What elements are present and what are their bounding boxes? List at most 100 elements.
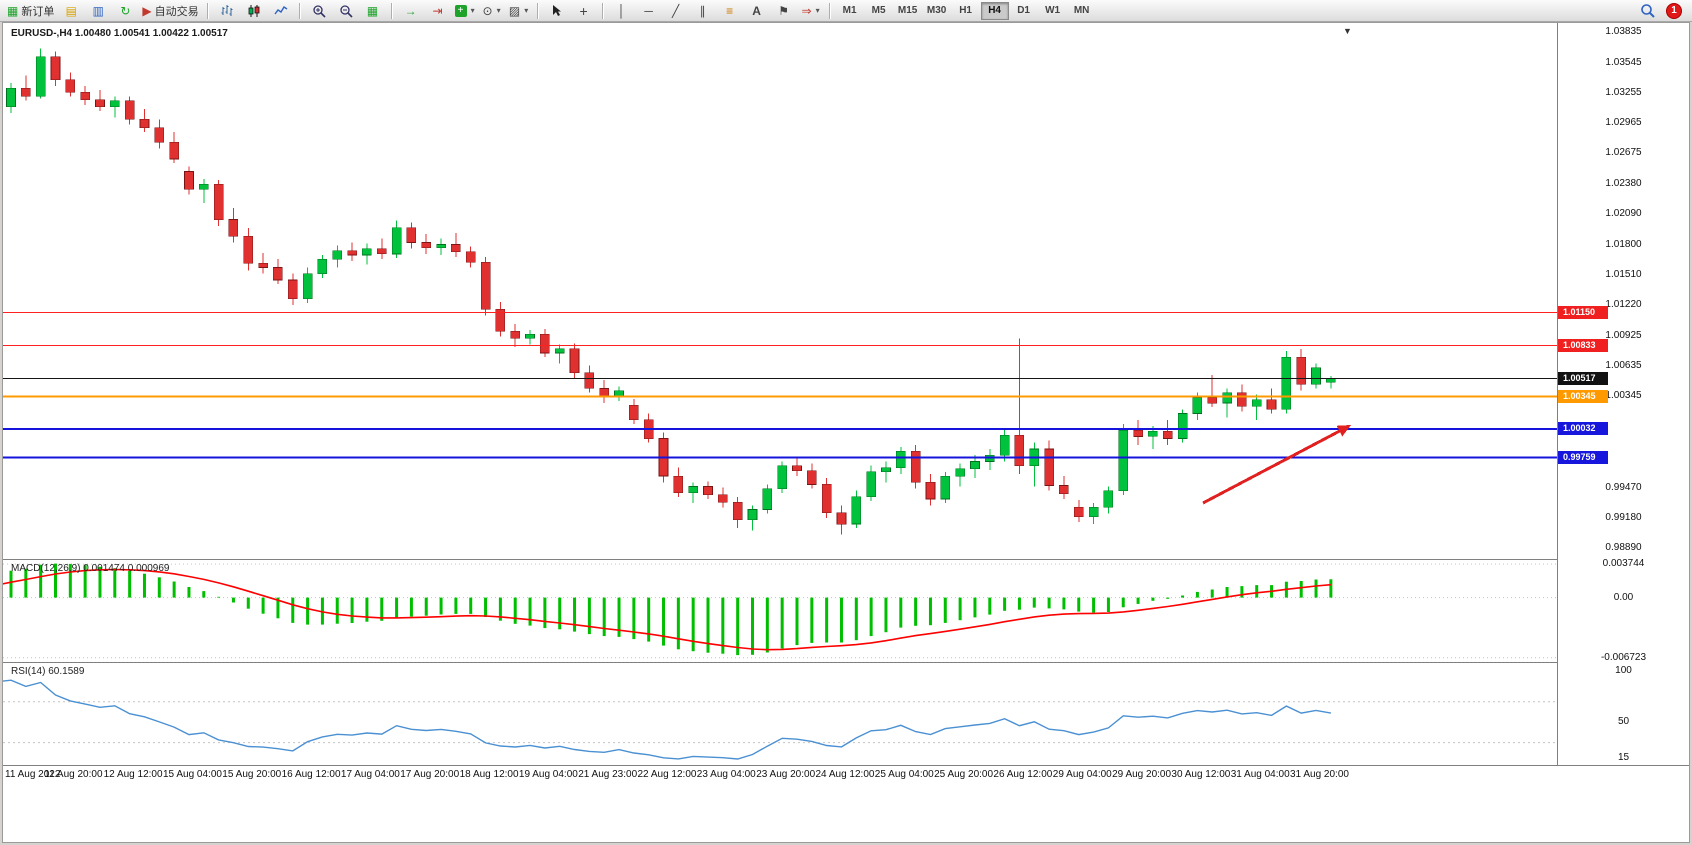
bar-chart-button[interactable] bbox=[214, 1, 240, 21]
candles-layer bbox=[6, 48, 1336, 535]
indicators-button[interactable]: + ▾ bbox=[452, 1, 478, 21]
time-tick: 11 Aug 2022 bbox=[5, 769, 61, 780]
indicators-icon: + bbox=[454, 4, 467, 17]
pane-resize-handle[interactable] bbox=[3, 559, 1689, 560]
trendline-icon: ╱ bbox=[671, 3, 680, 18]
tile-windows-icon: ▦ bbox=[366, 3, 379, 18]
dropdown-arrow-icon: ▾ bbox=[496, 6, 501, 15]
toolbar-separator bbox=[536, 2, 539, 19]
price-tick: 1.02965 bbox=[1605, 117, 1642, 128]
label-button[interactable]: ⚑ bbox=[771, 1, 797, 21]
text-button[interactable]: A bbox=[744, 1, 770, 21]
candlestick-chart-button[interactable] bbox=[241, 1, 267, 21]
new-order-icon: ▦ bbox=[7, 3, 19, 18]
templates-icon: ▨ bbox=[508, 3, 521, 18]
time-tick: 12 Aug 12:00 bbox=[103, 769, 163, 780]
timeframe-h1-button[interactable]: H1 bbox=[959, 5, 972, 16]
zoom-out-button[interactable] bbox=[333, 1, 359, 21]
chart-shift-button[interactable]: ⇥ bbox=[425, 1, 451, 21]
horizontal-lines-layer[interactable] bbox=[3, 311, 1557, 459]
candlestick-chart[interactable] bbox=[3, 25, 1557, 559]
navigator-button[interactable]: ↻ bbox=[112, 1, 138, 21]
text-icon: A bbox=[752, 3, 761, 18]
price-tick: 1.02380 bbox=[1605, 178, 1642, 190]
tile-windows-button[interactable]: ▦ bbox=[360, 1, 386, 21]
toolbar-right-group: 1 bbox=[1634, 1, 1688, 21]
market-watch-button[interactable]: ▥ bbox=[85, 1, 111, 21]
time-tick: 29 Aug 04:00 bbox=[1052, 769, 1112, 780]
label-flag-icon: ⚑ bbox=[778, 3, 789, 18]
timeframe-w1-button[interactable]: W1 bbox=[1045, 5, 1061, 16]
macd-label: MACD(12,26,9) 0.001474 0.000969 bbox=[11, 563, 170, 574]
rsi-line bbox=[3, 679, 1332, 760]
periods-clock-icon: ⊙ bbox=[482, 3, 493, 18]
main-chart-pane[interactable]: EURUSD-,H4 1.00480 1.00541 1.00422 1.005… bbox=[3, 25, 1557, 559]
timeframe-m15-button[interactable]: M15 bbox=[897, 5, 918, 16]
templates-button[interactable]: ▨ ▾ bbox=[506, 1, 532, 21]
vertical-line-button[interactable]: │ bbox=[609, 1, 635, 21]
time-tick: 17 Aug 20:00 bbox=[400, 769, 460, 780]
price-tick: 1.00925 bbox=[1605, 329, 1642, 341]
trendline-button[interactable]: ╱ bbox=[663, 1, 689, 21]
crosshair-button[interactable]: + bbox=[571, 1, 597, 21]
zoom-in-icon bbox=[312, 4, 326, 18]
trend-arrow-annotation[interactable] bbox=[1202, 425, 1351, 505]
line-chart-icon bbox=[274, 5, 287, 14]
time-tick: 31 Aug 20:00 bbox=[1290, 769, 1349, 780]
zoom-in-button[interactable] bbox=[306, 1, 332, 21]
channel-button[interactable]: ∥ bbox=[690, 1, 716, 21]
price-tick: 0.98890 bbox=[1605, 542, 1642, 553]
chart-title-label: EURUSD-,H4 1.00480 1.00541 1.00422 1.005… bbox=[11, 28, 228, 39]
time-tick: 15 Aug 20:00 bbox=[222, 769, 282, 780]
price-axis[interactable]: 1.03835 1.03545 1.03255 1.02965 1.02675 1.023… bbox=[1558, 23, 1689, 842]
fibonacci-button[interactable]: ≡ bbox=[717, 1, 743, 21]
search-button[interactable] bbox=[1634, 1, 1660, 21]
timeframe-m5-button[interactable]: M5 bbox=[871, 5, 886, 16]
price-tick: 1.00345 bbox=[1605, 390, 1642, 402]
price-tick: 1.01220 bbox=[1605, 299, 1642, 310]
arrows-button[interactable]: ⇒ ▾ bbox=[798, 1, 824, 21]
price-tick: 0.99180 bbox=[1605, 511, 1642, 523]
time-tick: 21 Aug 23:00 bbox=[578, 769, 638, 780]
rsi-pane[interactable]: RSI(14) 60.1589 bbox=[3, 663, 1557, 765]
timeframe-m1-button[interactable]: M1 bbox=[842, 5, 857, 16]
time-tick: 31 Aug 04:00 bbox=[1230, 769, 1290, 780]
periods-button[interactable]: ⊙ ▾ bbox=[479, 1, 505, 21]
time-tick: 30 Aug 12:00 bbox=[1171, 769, 1231, 780]
timeframe-d1-button[interactable]: D1 bbox=[1017, 5, 1030, 16]
rsi-axis-tick: 100 bbox=[1615, 665, 1632, 677]
channel-icon: ∥ bbox=[699, 3, 706, 18]
autotrading-label: 自动交易 bbox=[154, 5, 199, 18]
main-toolbar: ▦ 新订单 ▤ ▥ ↻ ▶ 自动交易 bbox=[0, 0, 1692, 22]
macd-signal-line bbox=[3, 568, 1331, 651]
macd-axis-tick: -0.006723 bbox=[1600, 651, 1647, 663]
notification-badge[interactable]: 1 bbox=[1666, 2, 1682, 19]
crosshair-icon: + bbox=[579, 2, 588, 19]
auto-scroll-button[interactable]: → bbox=[398, 1, 424, 21]
pane-resize-handle[interactable] bbox=[3, 662, 1689, 663]
line-chart-button[interactable] bbox=[268, 1, 294, 21]
rsi-chart[interactable] bbox=[3, 663, 1557, 765]
macd-axis-tick: 0.00 bbox=[1613, 591, 1634, 603]
chart-shift-marker-icon[interactable]: ▼ bbox=[1343, 26, 1352, 36]
cursor-button[interactable] bbox=[544, 1, 570, 21]
timeframe-mn-button[interactable]: MN bbox=[1073, 5, 1090, 16]
time-axis[interactable]: 11 Aug 2022 11 Aug 20:00 12 Aug 12:00 15 Au… bbox=[3, 765, 1689, 786]
timeframe-h4-button[interactable]: H4 bbox=[980, 1, 1009, 20]
bar-chart-icon bbox=[221, 4, 233, 16]
fibonacci-icon: ≡ bbox=[726, 3, 734, 18]
autotrading-button[interactable]: ▶ 自动交易 bbox=[139, 1, 201, 21]
macd-pane[interactable]: MACD(12,26,9) 0.001474 0.000969 bbox=[3, 560, 1557, 662]
charts-button[interactable]: ▤ bbox=[58, 1, 84, 21]
macd-histogram bbox=[9, 563, 1333, 656]
macd-chart[interactable] bbox=[3, 560, 1557, 662]
timeframe-m30-button[interactable]: M30 bbox=[926, 5, 947, 16]
time-tick: 11 Aug 20:00 bbox=[44, 769, 103, 780]
time-tick: 25 Aug 04:00 bbox=[874, 769, 934, 780]
new-order-button[interactable]: ▦ 新订单 bbox=[4, 1, 57, 21]
price-tick: 1.03835 bbox=[1605, 26, 1642, 38]
horizontal-line-button[interactable]: ─ bbox=[636, 1, 662, 21]
time-tick: 17 Aug 04:00 bbox=[340, 769, 400, 780]
charts-icon: ▤ bbox=[65, 3, 78, 18]
price-tick: 1.01510 bbox=[1605, 268, 1642, 280]
